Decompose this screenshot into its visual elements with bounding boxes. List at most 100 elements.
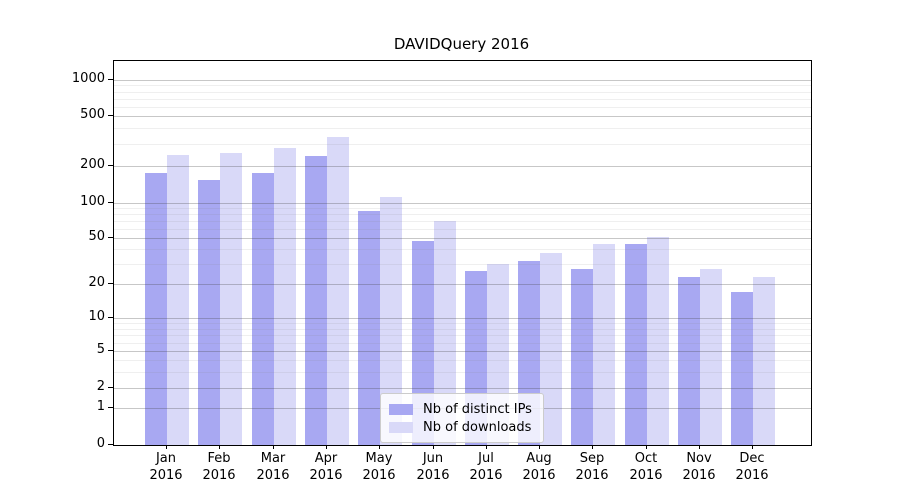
x-tick-label: Jun 2016 xyxy=(416,451,450,483)
gridline-major xyxy=(114,165,811,167)
x-tick-label: May 2016 xyxy=(362,451,396,483)
legend-item: Nb of distinct IPs xyxy=(389,401,532,417)
x-tick-mark xyxy=(273,445,274,449)
y-tick-label: 1000 xyxy=(71,71,105,86)
gridline-major xyxy=(114,388,811,389)
bar-downloads xyxy=(646,237,669,445)
gridline-minor xyxy=(114,214,811,216)
x-tick-mark xyxy=(592,445,593,449)
bar-distinct-ips xyxy=(624,244,647,445)
legend-label: Nb of distinct IPs xyxy=(423,401,532,417)
gridline-minor xyxy=(114,263,811,265)
legend-item: Nb of downloads xyxy=(389,419,532,435)
gridline-minor xyxy=(114,91,811,93)
gridline-major xyxy=(114,80,811,81)
bar-downloads xyxy=(220,153,243,445)
x-tick-mark xyxy=(219,445,220,449)
gridline-major xyxy=(114,317,811,319)
x-tick-label: Feb 2016 xyxy=(202,451,236,483)
x-tick-mark xyxy=(752,445,753,449)
x-tick-label: Aug 2016 xyxy=(522,451,556,483)
y-tick-mark xyxy=(108,407,113,408)
gridline-minor xyxy=(114,85,811,87)
gridline-major xyxy=(114,284,811,286)
y-tick-label: 10 xyxy=(88,309,105,324)
x-tick-label: Nov 2016 xyxy=(682,451,716,483)
bar-downloads xyxy=(433,221,456,445)
bar-distinct-ips xyxy=(145,173,167,445)
y-tick-mark xyxy=(108,387,113,388)
y-tick-mark xyxy=(108,115,113,116)
y-tick-label: 500 xyxy=(80,107,105,122)
bar-distinct-ips xyxy=(731,292,754,445)
bar-distinct-ips xyxy=(251,173,274,445)
gridline-minor xyxy=(114,322,811,324)
y-tick-label: 200 xyxy=(80,157,105,172)
x-tick-label: Oct 2016 xyxy=(629,451,663,483)
gridline-minor xyxy=(114,98,811,100)
bar-downloads xyxy=(540,253,563,445)
gridline-minor xyxy=(114,360,811,362)
bar-downloads xyxy=(593,244,616,445)
gridline-minor xyxy=(114,249,811,251)
legend: Nb of distinct IPs Nb of downloads xyxy=(380,393,544,443)
x-tick-mark xyxy=(379,445,380,449)
y-tick-label: 5 xyxy=(96,342,105,357)
bar-distinct-ips xyxy=(678,277,700,445)
legend-swatch xyxy=(389,421,413,433)
legend-label: Nb of downloads xyxy=(423,419,532,435)
x-tick-mark xyxy=(699,445,700,449)
gridline-minor xyxy=(114,328,811,330)
x-tick-label: Dec 2016 xyxy=(735,451,769,483)
x-tick-label: Mar 2016 xyxy=(256,451,290,483)
y-tick-mark xyxy=(108,444,113,445)
y-tick-mark xyxy=(108,202,113,203)
legend-swatch xyxy=(389,403,413,415)
gridline-major xyxy=(114,203,811,204)
y-tick-label: 100 xyxy=(80,194,105,209)
y-tick-label: 50 xyxy=(88,229,105,244)
bar-downloads xyxy=(380,197,403,445)
bar-downloads xyxy=(273,148,296,445)
bar-distinct-ips xyxy=(304,156,327,445)
gridline-minor xyxy=(114,143,811,145)
bar-downloads xyxy=(326,137,349,445)
y-tick-mark xyxy=(108,79,113,80)
bar-distinct-ips xyxy=(571,269,594,445)
gridline-major xyxy=(114,351,811,353)
x-tick-mark xyxy=(166,445,167,449)
y-tick-mark xyxy=(108,350,113,351)
bar-downloads xyxy=(700,269,722,445)
gridline-minor xyxy=(114,128,811,130)
y-tick-label: 20 xyxy=(88,275,105,290)
y-tick-mark xyxy=(108,165,113,166)
x-tick-label: Jul 2016 xyxy=(469,451,503,483)
x-tick-mark xyxy=(326,445,327,449)
bar-downloads xyxy=(167,155,189,445)
bar-distinct-ips xyxy=(198,180,221,445)
x-tick-mark xyxy=(486,445,487,449)
gridline-major xyxy=(114,115,811,117)
x-tick-mark xyxy=(539,445,540,449)
gridline-minor xyxy=(114,208,811,210)
x-tick-mark xyxy=(646,445,647,449)
x-tick-label: Jan 2016 xyxy=(149,451,183,483)
plot-area xyxy=(113,60,812,446)
y-tick-label: 0 xyxy=(96,436,105,451)
gridline-minor xyxy=(114,228,811,230)
bar-downloads xyxy=(753,277,776,445)
gridline-minor xyxy=(114,221,811,222)
x-tick-label: Sep 2016 xyxy=(575,451,609,483)
chart-title: DAVIDQuery 2016 xyxy=(393,35,530,53)
gridline-minor xyxy=(114,335,811,337)
gridline-minor xyxy=(114,106,811,108)
gridline-minor xyxy=(114,371,811,373)
gridline-minor xyxy=(114,342,811,344)
y-tick-mark xyxy=(108,237,113,238)
y-tick-label: 2 xyxy=(96,379,105,394)
x-tick-mark xyxy=(433,445,434,449)
y-tick-mark xyxy=(108,317,113,318)
y-tick-label: 1 xyxy=(96,399,105,414)
y-tick-mark xyxy=(108,283,113,284)
